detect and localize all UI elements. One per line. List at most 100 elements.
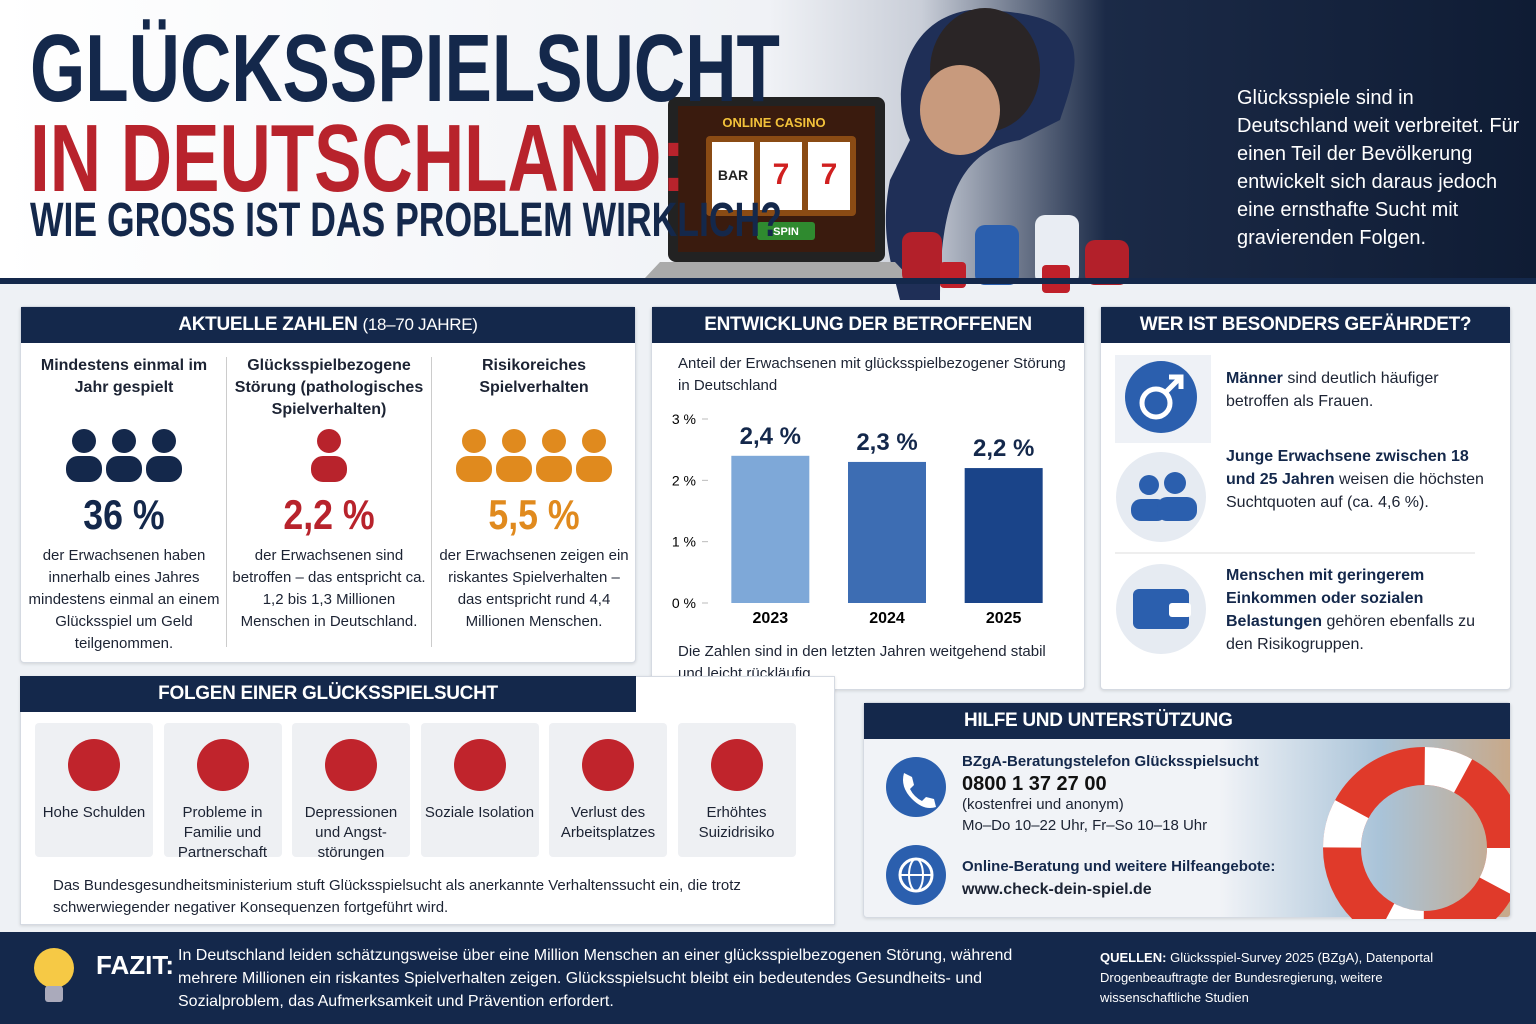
x-tick-label: 2024 (869, 610, 905, 627)
online-label: Online-Beratung und weitere Hilfeangebot… (962, 858, 1276, 875)
person-body (311, 456, 347, 482)
risk-panel: WER IST BESONDERS GEFÄHRDET? Männer sind… (1100, 306, 1511, 690)
consequence-card: Erhöhtes Suizidrisiko (677, 723, 796, 857)
consequence-card: Probleme in Familie und Partnerschaft (163, 723, 282, 861)
y-tick-label: 3 % (672, 411, 696, 427)
risk-bold: Menschen mit geringerem Einkommen oder s… (1226, 567, 1425, 630)
people-icon (66, 429, 182, 482)
number-value: 36 % (83, 491, 165, 538)
slot-symbol: BAR (718, 167, 748, 183)
title-note: (18–70 JAHRE) (362, 315, 478, 334)
consequences-note: Das Bundesgesundheitsministerium stuft G… (53, 877, 741, 916)
consequence-icon (582, 739, 634, 791)
intro: Glücksspiele sind in Deutschland weit ve… (1237, 87, 1520, 249)
number-column: Mindestens einmal im Jahr gespielt 36 % de… (24, 355, 224, 655)
title-text: AKTUELLE ZAHLEN (178, 314, 358, 335)
person-head (152, 429, 176, 453)
person-body (576, 456, 612, 482)
header-rule (0, 278, 1536, 284)
help-graphics (886, 747, 1510, 919)
value-label: 2,3 % (856, 429, 917, 456)
risk-text: gehören ebenfalls zu den Risikogruppen. (1226, 613, 1476, 653)
consequence-label: Hohe Schulden (42, 804, 146, 821)
number-heading: Glücksspielbezogene Störung (pathologisc… (234, 357, 424, 418)
y-tick-label: 1 % (672, 534, 696, 550)
x-tick-label: 2025 (986, 610, 1022, 627)
hands (920, 65, 1000, 155)
divider (226, 357, 227, 647)
consequence-icon (68, 739, 120, 791)
person-head (502, 429, 526, 453)
reel (712, 142, 754, 210)
reel (760, 142, 802, 210)
url[interactable]: www.check-dein-spiel.de (962, 881, 1152, 898)
icon-shape (196, 739, 249, 791)
icon-shape (453, 739, 506, 791)
laptop-base (645, 262, 910, 278)
consequence-icon (710, 739, 763, 791)
consequence-card: Verlust des Arbeitsplatzes (549, 723, 667, 857)
number-column: Glücksspielbezogene Störung (pathologisc… (229, 355, 429, 633)
icon-shape (325, 739, 377, 791)
consequence-card: Depressionen und Angst-störungen (292, 723, 410, 861)
y-tick-label: 2 % (672, 472, 696, 488)
fazit-label: FAZIT: (96, 950, 174, 980)
number-text: der Erwachsenen zeigen ein riskantes Spi… (439, 547, 629, 630)
casino-sign: ONLINE CASINO (722, 115, 825, 130)
people-icon (311, 429, 347, 482)
title-line2: IN DEUTSCHLAND: (30, 105, 686, 212)
chips (902, 215, 1129, 293)
risk-bold: Junge Erwachsene zwischen 18 und 25 Jahr… (1226, 448, 1469, 488)
x-tick-label: 2023 (753, 610, 789, 627)
risk-text: sind deutlich häufiger betroffen als Fra… (1226, 370, 1439, 410)
consequences-title: FOLGEN EINER GLÜCKSSPIELSUCHT (20, 676, 636, 712)
consequence-label: Erhöhtes Suizidrisiko (698, 804, 775, 841)
number-value: 5,5 % (488, 491, 580, 538)
consequence-icon (453, 739, 506, 791)
slot-symbol: 7 (821, 158, 838, 191)
number-heading: Risikoreiches Spielverhalten (479, 357, 589, 396)
number-value: 2,2 % (283, 491, 375, 538)
help-title: HILFE UND UNTERSTÜTZUNG (864, 703, 1510, 739)
spin-button (757, 222, 815, 240)
value-label: 2,4 % (740, 423, 801, 450)
spin-label: SPIN (773, 226, 799, 238)
chart-panel: ENTWICKLUNG DER BETROFFENEN Anteil der E… (651, 306, 1085, 690)
sources-label: QUELLEN: (1100, 950, 1167, 965)
consequence-label: Soziale Isolation (424, 804, 535, 821)
bulb-icon (34, 948, 74, 1002)
person-body (106, 456, 142, 482)
risk-bold: Männer (1226, 370, 1283, 387)
icon-shape (68, 739, 120, 791)
risk-item: Menschen mit geringerem Einkommen oder s… (1226, 564, 1496, 656)
divider (431, 357, 432, 647)
numbers-title: AKTUELLE ZAHLEN (18–70 JAHRE) (21, 307, 635, 343)
risk-title: WER IST BESONDERS GEFÄHRDET? (1101, 307, 1510, 343)
icon-shape (582, 739, 634, 791)
chart-title: ENTWICKLUNG DER BETROFFENEN (652, 307, 1084, 343)
consequences-panel: FOLGEN EINER GLÜCKSSPIELSUCHT Hohe Schul… (20, 676, 835, 925)
risk-icons (1115, 355, 1475, 654)
reel (808, 142, 850, 210)
bar-chart: 0 % 1 % 2 % 3 % 2,4 % 2023 2,3 % 2024 2,2 % 2025 (672, 411, 1043, 627)
bar (848, 461, 926, 603)
chart-subtitle: Anteil der Erwachsenen mit glücksspielbe… (678, 355, 1066, 394)
fazit-text: In Deutschland leiden schätzungsweise üb… (178, 947, 1013, 1010)
number-text: der Erwachsenen haben innerhalb eines Ja… (28, 547, 220, 652)
people-icon (456, 429, 612, 482)
header-illustration: ONLINE CASINO BAR 7 7 SPIN (645, 8, 1129, 300)
person-body (66, 456, 102, 482)
phone-label: BZgA-Beratungstelefon Glücksspielsucht (962, 753, 1259, 770)
numbers-panel: AKTUELLE ZAHLEN (18–70 JAHRE) Mindestens… (20, 306, 636, 663)
footer: FAZIT: In Deutschland leiden schätzungsw… (0, 932, 1536, 1024)
consequence-icon (196, 739, 249, 791)
person-head (317, 429, 341, 453)
person-body (536, 456, 572, 482)
consequence-icon (325, 739, 377, 791)
value-label: 2,2 % (973, 435, 1034, 462)
hours: Mo–Do 10–22 Uhr, Fr–So 10–18 Uhr (962, 817, 1208, 834)
number-column: Risikoreiches Spielverhalten 5,5 % der Erw… (434, 355, 634, 633)
person-head (582, 429, 606, 453)
person-body (496, 456, 532, 482)
